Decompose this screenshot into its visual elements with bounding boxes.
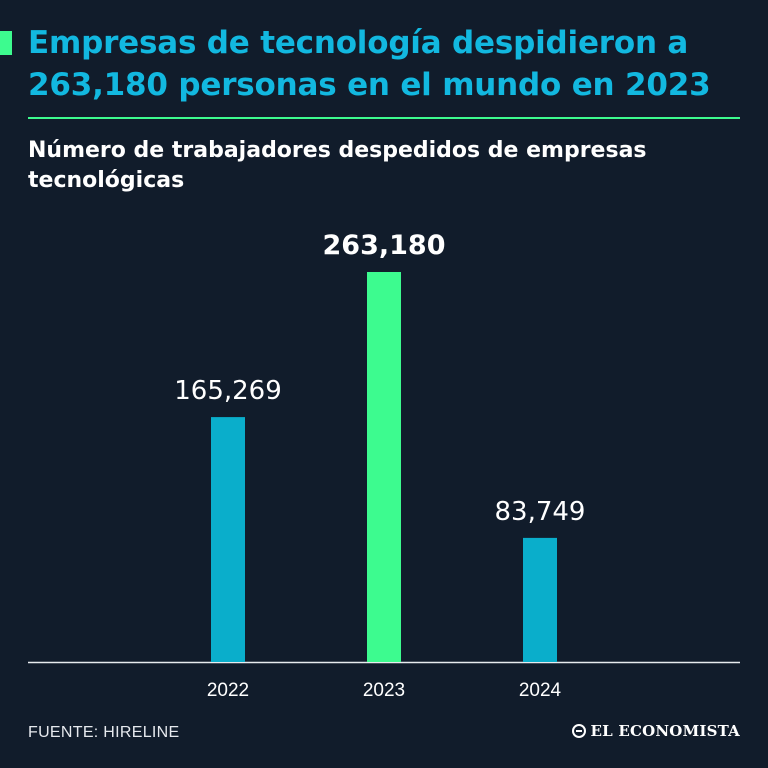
- source-label: FUENTE: HIRELINE: [28, 724, 180, 741]
- page-title: Empresas de tecnología despidieron a 263…: [28, 25, 711, 103]
- title-divider: [28, 117, 740, 119]
- x-tick-label-2023: 2023: [363, 680, 405, 701]
- chart-subtitle: Número de trabajadores despedidos de emp…: [28, 138, 647, 193]
- el-economista-logo-icon: [571, 724, 586, 738]
- logo-text: EL ECONOMISTA: [590, 722, 740, 740]
- x-tick-label-2022: 2022: [207, 680, 249, 701]
- bar-2022: [211, 417, 245, 662]
- title-accent-bar: [0, 31, 12, 55]
- data-label-2023: 263,180: [323, 230, 446, 261]
- data-label-2022: 165,269: [174, 376, 282, 406]
- bar-2024: [523, 537, 557, 662]
- publisher-logo: EL ECONOMISTA: [571, 722, 740, 740]
- bar-2023: [367, 272, 401, 662]
- data-label-2024: 83,749: [495, 497, 586, 527]
- x-tick-label-2024: 2024: [519, 680, 562, 701]
